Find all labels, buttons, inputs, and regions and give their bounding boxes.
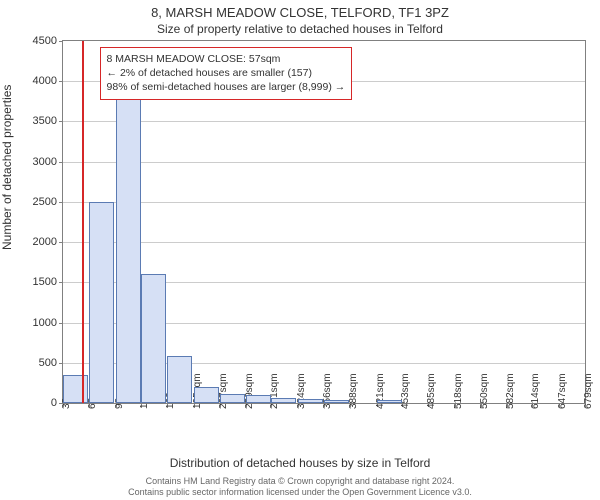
histogram-bar (141, 274, 166, 403)
ytick-label: 0 (51, 397, 57, 409)
xtick-label: 453sqm (400, 373, 411, 409)
gridline-h (63, 202, 585, 203)
xtick-label: 647sqm (557, 373, 568, 409)
annotation-box: 8 MARSH MEADOW CLOSE: 57sqm← 2% of detac… (100, 47, 353, 100)
ytick-mark (59, 363, 63, 364)
ytick-label: 1000 (33, 317, 57, 329)
histogram-bar (271, 398, 296, 403)
xtick-label: 356sqm (322, 373, 333, 409)
gridline-h (63, 121, 585, 122)
histogram-bar (220, 394, 245, 403)
ytick-label: 3000 (33, 156, 57, 168)
ytick-label: 3500 (33, 115, 57, 127)
histogram-bar (116, 93, 141, 403)
xtick-label: 550sqm (479, 373, 490, 409)
histogram-bar (324, 400, 349, 403)
ytick-mark (59, 81, 63, 82)
ytick-mark (59, 41, 63, 42)
ytick-label: 4000 (33, 75, 57, 87)
annotation-line: 8 MARSH MEADOW CLOSE: 57sqm (107, 52, 346, 66)
ytick-mark (59, 323, 63, 324)
histogram-bar (167, 356, 192, 403)
xtick-label: 421sqm (375, 373, 386, 409)
xtick-label: 388sqm (348, 373, 359, 409)
chart-subtitle: Size of property relative to detached ho… (0, 22, 600, 36)
gridline-h (63, 162, 585, 163)
chart-title: 8, MARSH MEADOW CLOSE, TELFORD, TF1 3PZ (0, 5, 600, 20)
ytick-mark (59, 242, 63, 243)
plot-area: 05001000150020002500300035004000450033sq… (62, 40, 586, 404)
ytick-label: 1500 (33, 276, 57, 288)
gridline-h (63, 242, 585, 243)
xtick-label: 324sqm (296, 373, 307, 409)
xtick-label: 614sqm (530, 373, 541, 409)
xtick-label: 485sqm (426, 373, 437, 409)
ytick-label: 2000 (33, 236, 57, 248)
ytick-label: 500 (39, 357, 57, 369)
footer-attribution: Contains HM Land Registry data © Crown c… (0, 476, 600, 499)
ytick-mark (59, 282, 63, 283)
y-axis-label: Number of detached properties (0, 85, 14, 250)
annotation-line: ← 2% of detached houses are smaller (157… (107, 66, 346, 80)
histogram-bar (246, 395, 271, 403)
property-marker-line (82, 41, 84, 403)
histogram-bar (89, 202, 114, 403)
footer-line: Contains HM Land Registry data © Crown c… (0, 476, 600, 487)
ytick-mark (59, 202, 63, 203)
annotation-line: 98% of semi-detached houses are larger (… (107, 80, 346, 94)
ytick-label: 4500 (33, 35, 57, 47)
xtick-label: 518sqm (453, 373, 464, 409)
histogram-bar (298, 399, 323, 403)
ytick-mark (59, 162, 63, 163)
ytick-label: 2500 (33, 196, 57, 208)
histogram-bar (194, 387, 219, 403)
xtick-label: 227sqm (218, 373, 229, 409)
footer-line: Contains public sector information licen… (0, 487, 600, 498)
xtick-label: 259sqm (244, 373, 255, 409)
xtick-label: 582sqm (505, 373, 516, 409)
xtick-label: 291sqm (269, 373, 280, 409)
ytick-mark (59, 121, 63, 122)
histogram-bar (377, 400, 402, 403)
xtick-label: 679sqm (583, 373, 594, 409)
chart-container: 8, MARSH MEADOW CLOSE, TELFORD, TF1 3PZ … (0, 0, 600, 500)
x-axis-label: Distribution of detached houses by size … (0, 456, 600, 470)
